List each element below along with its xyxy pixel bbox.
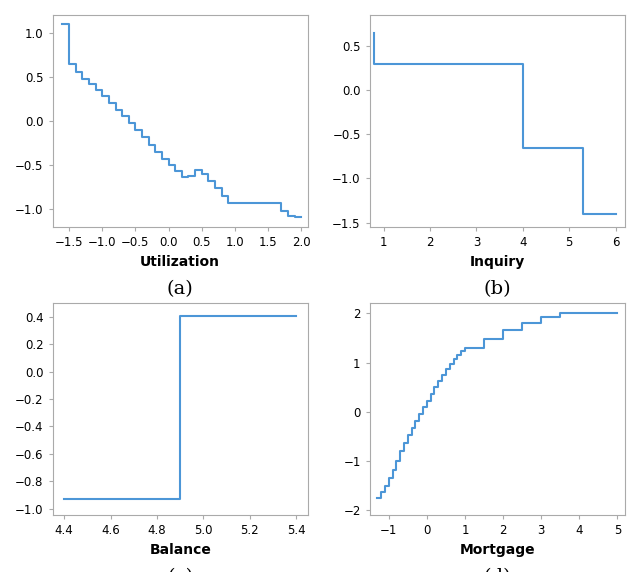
- X-axis label: Inquiry: Inquiry: [470, 255, 525, 269]
- Text: (b): (b): [484, 280, 511, 298]
- Text: (a): (a): [167, 280, 193, 298]
- X-axis label: Mortgage: Mortgage: [460, 543, 535, 557]
- X-axis label: Utilization: Utilization: [140, 255, 220, 269]
- Text: (c): (c): [167, 568, 193, 572]
- X-axis label: Balance: Balance: [149, 543, 211, 557]
- Text: (d): (d): [484, 568, 511, 572]
